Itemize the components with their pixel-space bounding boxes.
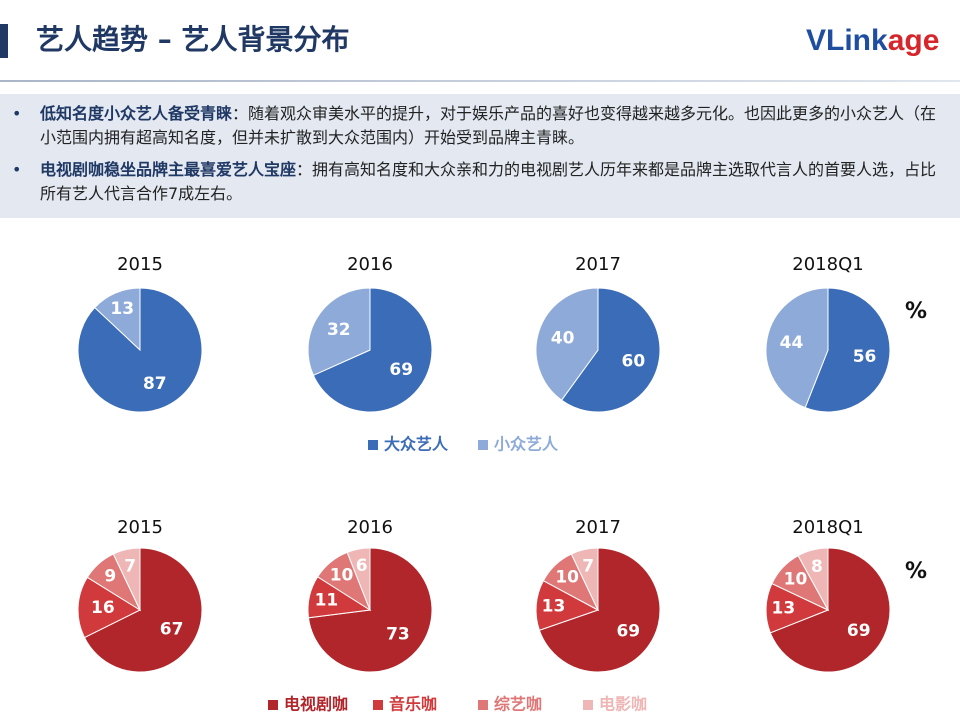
legend-swatch [478, 700, 488, 710]
legend-label: 小众艺人 [494, 435, 559, 454]
pie-title: 2017 [575, 517, 621, 538]
pie-slice [797, 547, 829, 611]
pie-slice [769, 547, 891, 673]
slice-label: 69 [616, 622, 640, 642]
logo-part: age [887, 24, 940, 57]
pie-title: 2016 [347, 517, 393, 538]
bullet-text: ：随着观众审美水平的提升，对于娱乐产品的喜好也变得越来越多元化。也因此更多的小众… [40, 104, 937, 147]
pie-slice [346, 547, 371, 611]
legend-label: 大众艺人 [384, 435, 449, 454]
slide-title: 艺人趋势 – 艺人背景分布 [36, 23, 350, 56]
slice-label: 73 [386, 625, 410, 645]
slice-label: 16 [91, 598, 115, 618]
slice-label: 8 [811, 557, 823, 577]
pie-title: 2017 [575, 254, 621, 275]
pie-slice [538, 547, 661, 673]
pie-slice [312, 287, 433, 413]
pie-slice [804, 287, 891, 413]
legend-swatch [478, 440, 488, 450]
legend-label: 音乐咖 [389, 695, 437, 714]
slice-label: 13 [542, 596, 566, 616]
pie-title: 2016 [347, 254, 393, 275]
legend-swatch [583, 700, 593, 710]
pie-slice [112, 547, 141, 611]
slice-label: 44 [780, 333, 804, 353]
slice-label: 13 [110, 299, 134, 319]
legend-swatch [268, 700, 278, 710]
legend-label: 综艺咖 [494, 695, 542, 714]
bullet-box: 低知名度小众艺人备受青睐：随着观众审美水平的提升，对于娱乐产品的喜好也变得越来越… [0, 94, 960, 218]
pie-slice [94, 287, 141, 352]
legend-swatch [373, 700, 383, 710]
slice-label: 6 [356, 556, 368, 576]
slice-label: 56 [853, 347, 877, 367]
pie-title: 2018Q1 [792, 517, 863, 538]
slice-label: 40 [551, 329, 575, 349]
legend-label: 电视剧咖 [284, 695, 348, 714]
slice-label: 10 [330, 566, 354, 586]
charts: 2015871320166932201760402018Q15644%大众艺人小… [77, 254, 927, 714]
pie-slice [765, 287, 829, 409]
slice-label: 87 [143, 374, 167, 394]
slice-label: 69 [847, 621, 871, 641]
unit-label: % [905, 559, 927, 584]
legend-label: 电影咖 [599, 695, 647, 714]
pie-slice [535, 287, 599, 401]
slice-label: 7 [582, 556, 594, 576]
slice-label: 13 [772, 599, 796, 619]
pie-slice [77, 576, 142, 639]
bullet: 低知名度小众艺人备受青睐：随着观众审美水平的提升，对于娱乐产品的喜好也变得越来越… [12, 102, 938, 150]
slice-label: 10 [784, 569, 808, 589]
pie-slice [570, 547, 599, 611]
pie-slice [83, 547, 203, 673]
bullet: 电视剧咖稳坐品牌主最喜爱艺人宝座：拥有高知名度和大众亲和力的电视剧艺人历年来都是… [12, 158, 938, 206]
header-rule [0, 80, 960, 82]
logo: VLinkage [806, 24, 939, 58]
slice-label: 67 [160, 620, 184, 640]
legend-swatch [368, 440, 378, 450]
logo-part: VLink [806, 24, 888, 57]
slice-label: 7 [124, 556, 136, 576]
pie-slice [560, 287, 661, 413]
slice-label: 10 [555, 568, 579, 588]
pie-slice [307, 287, 371, 376]
slice-label: 69 [389, 360, 413, 380]
pie-title: 2018Q1 [792, 254, 863, 275]
accent-bar [0, 24, 8, 58]
bullet-text: ：拥有高知名度和大众亲和力的电视剧艺人历年来都是品牌主选取代言人的首要人选，占比… [40, 160, 937, 203]
slice-label: 32 [327, 320, 351, 340]
slice-label: 60 [622, 351, 646, 371]
bullet-bold: 电视剧咖稳坐品牌主最喜爱艺人宝座 [40, 160, 297, 179]
slice-label: 9 [104, 567, 116, 587]
slice-label: 11 [315, 590, 339, 610]
pie-title: 2015 [117, 254, 163, 275]
unit-label: % [905, 299, 927, 324]
bullet-bold: 低知名度小众艺人备受青睐 [40, 104, 233, 123]
pie-title: 2015 [117, 517, 163, 538]
